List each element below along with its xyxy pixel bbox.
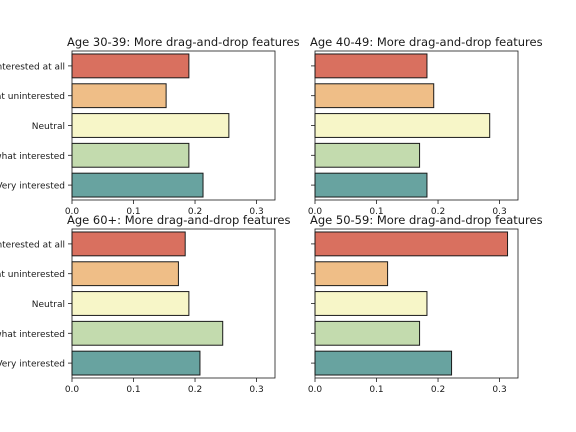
y-tick-label: Very interested [0, 182, 65, 192]
y-tick-label: Neutral [32, 300, 65, 310]
bar [314, 142, 421, 168]
bar [71, 231, 186, 257]
x-tick-label: 0.3 [492, 207, 506, 217]
x-tick-label: 0.0 [65, 207, 80, 217]
x-tick-label: 0.1 [126, 385, 140, 395]
chart-title: Age 30-39: More drag-and-drop features [67, 35, 300, 49]
x-tick-label: 0.3 [492, 385, 506, 395]
x-tick-label: 0.0 [308, 385, 323, 395]
y-tick-label: what interested [0, 330, 65, 340]
axes-frame [314, 50, 519, 201]
bar [314, 291, 428, 316]
x-tick-label: 0.1 [369, 207, 383, 217]
y-tick-label: what interested [0, 152, 65, 162]
bar [314, 231, 509, 257]
bar [314, 113, 491, 138]
charts: Age 30-39: More drag-and-drop features nt… [0, 35, 543, 395]
x-tick-label: 0.2 [431, 385, 445, 395]
bar [314, 83, 435, 109]
bar [71, 142, 190, 168]
x-tick-label: 0.2 [431, 207, 445, 217]
bar [314, 172, 428, 198]
bar [71, 172, 204, 198]
y-tick-label: at uninterested [0, 270, 65, 280]
bar [71, 113, 230, 138]
y-tick-label: Very interested [0, 360, 65, 370]
chart-title: Age 40-49: More drag-and-drop features [310, 35, 543, 49]
axes-frame [314, 228, 519, 379]
axes-frame [71, 228, 276, 379]
y-tick-label: nterested at all [0, 240, 65, 250]
chart-title: Age 60+: More drag-and-drop features [67, 213, 290, 227]
x-tick-label: 0.0 [308, 207, 323, 217]
bar [71, 83, 167, 109]
y-tick-label: Neutral [32, 122, 65, 132]
bar [314, 350, 453, 376]
x-tick-label: 0.1 [369, 385, 383, 395]
axes-frame [71, 50, 276, 201]
x-tick-label: 0.2 [188, 207, 202, 217]
x-tick-label: 0.0 [65, 385, 80, 395]
chart-panel-2: Age 60+: More drag-and-drop features nter… [0, 213, 290, 395]
x-tick-label: 0.3 [249, 385, 263, 395]
bar [314, 53, 428, 79]
chart-title: Age 50-59: More drag-and-drop features [310, 213, 543, 227]
x-tick-label: 0.2 [188, 385, 202, 395]
chart-panel-3: Age 50-59: More drag-and-drop features 0.… [308, 213, 543, 395]
chart-panel-1: Age 40-49: More drag-and-drop features 0.… [308, 35, 543, 217]
bar [314, 320, 421, 346]
x-tick-label: 0.3 [249, 207, 263, 217]
y-tick-label: nterested at all [0, 62, 65, 72]
bar [314, 261, 389, 287]
bar [71, 320, 224, 346]
bar [71, 291, 190, 316]
bar [71, 53, 190, 79]
bar [71, 261, 179, 287]
y-tick-label: at uninterested [0, 92, 65, 102]
bar [71, 350, 201, 376]
chart-panel-0: Age 30-39: More drag-and-drop features nt… [0, 35, 300, 217]
x-tick-label: 0.1 [126, 207, 140, 217]
